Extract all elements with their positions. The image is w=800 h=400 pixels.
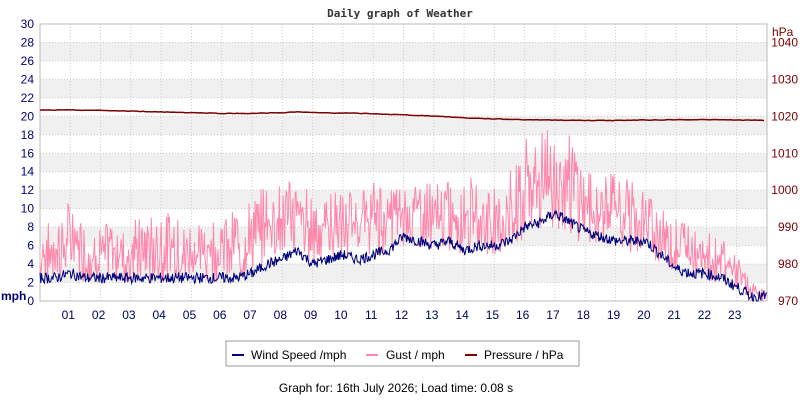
x-tick-label: 21 <box>667 308 681 322</box>
y-right-tick-label: 970 <box>778 294 798 308</box>
y-left-tick-label: 12 <box>21 183 35 197</box>
gust-line <box>39 130 768 301</box>
y-left-tick-label: 16 <box>21 146 35 160</box>
y-left-tick-label: 6 <box>27 239 34 253</box>
x-tick-label: 12 <box>395 308 409 322</box>
y-left-tick-label: 14 <box>21 165 35 179</box>
x-tick-label: 10 <box>334 308 348 322</box>
graph-footer: Graph for: 16th July 2026; Load time: 0.… <box>279 381 513 395</box>
x-tick-label: 19 <box>607 308 621 322</box>
y-right-tick-label: 1030 <box>771 72 798 86</box>
y-left-tick-label: 0 <box>27 294 34 308</box>
legend: Wind Speed /mph Gust / mph Pressure / hP… <box>225 340 580 367</box>
wind-speed-series <box>39 209 768 302</box>
grid-band <box>40 79 767 98</box>
x-tick-label: 11 <box>365 308 378 322</box>
x-tick-label: 05 <box>183 308 197 322</box>
x-tick-label: 15 <box>486 308 500 322</box>
x-tick-label: 14 <box>455 308 469 322</box>
x-tick-label: 08 <box>274 308 288 322</box>
x-tick-label: 04 <box>152 308 166 322</box>
legend-label-gust: Gust / mph <box>386 348 445 362</box>
y-left-tick-label: 20 <box>21 109 35 123</box>
x-tick-label: 07 <box>243 308 257 322</box>
x-tick-label: 13 <box>425 308 439 322</box>
x-tick-label: 01 <box>62 308 76 322</box>
x-tick-label: 20 <box>637 308 651 322</box>
x-tick-label: 16 <box>516 308 530 322</box>
x-tick-label: 22 <box>698 308 712 322</box>
x-tick-label: 18 <box>577 308 591 322</box>
plot-frame <box>39 23 768 302</box>
y-left-tick-label: 30 <box>21 17 35 31</box>
chart-title: Daily graph of Weather <box>327 7 473 20</box>
legend-box <box>225 340 580 367</box>
y-left-tick-label: 2 <box>27 276 34 290</box>
legend-label-pressure: Pressure / hPa <box>484 348 564 362</box>
y-right-tick-label: 1010 <box>771 146 798 160</box>
y-right-tick-label: 990 <box>778 220 798 234</box>
right-axis-unit: hPa <box>772 25 794 39</box>
pressure-line <box>39 109 765 122</box>
legend-label-wind-speed: Wind Speed /mph <box>251 348 346 362</box>
y-left-tick-label: 26 <box>21 54 35 68</box>
y-left-tick-label: 22 <box>21 91 35 105</box>
x-tick-label: 03 <box>122 308 136 322</box>
x-tick-label: 09 <box>304 308 318 322</box>
grid-band <box>40 97 767 117</box>
y-left-tick-label: 10 <box>21 202 35 216</box>
y-left-tick-label: 4 <box>27 257 34 271</box>
y-left-tick-label: 8 <box>27 220 34 234</box>
y-left-tick-label: 24 <box>21 72 35 86</box>
wind-speed-line <box>39 209 768 302</box>
gust-series <box>39 130 768 301</box>
y-right-tick-label: 1040 <box>771 35 798 49</box>
x-tick-label: 02 <box>92 308 106 322</box>
left-axis-unit: mph <box>1 289 26 303</box>
y-right-tick-label: 980 <box>778 257 798 271</box>
y-left-tick-label: 28 <box>21 35 35 49</box>
y-right-tick-label: 1020 <box>771 109 798 123</box>
x-tick-label: 17 <box>546 308 560 322</box>
grid-band <box>40 245 767 265</box>
right-axis-ticks: 970 980 990 1000 1010 1020 1030 1040 <box>771 35 798 308</box>
x-axis-ticks: 01 02 03 04 05 06 07 08 09 10 11 12 13 14 15 16 17 18 19 20… <box>62 308 742 322</box>
x-tick-label: 23 <box>728 308 742 322</box>
x-tick-label: 06 <box>213 308 227 322</box>
grid-band <box>40 60 767 80</box>
pressure-series <box>39 109 765 122</box>
y-left-tick-label: 18 <box>21 128 35 142</box>
y-right-tick-label: 1000 <box>771 183 798 197</box>
